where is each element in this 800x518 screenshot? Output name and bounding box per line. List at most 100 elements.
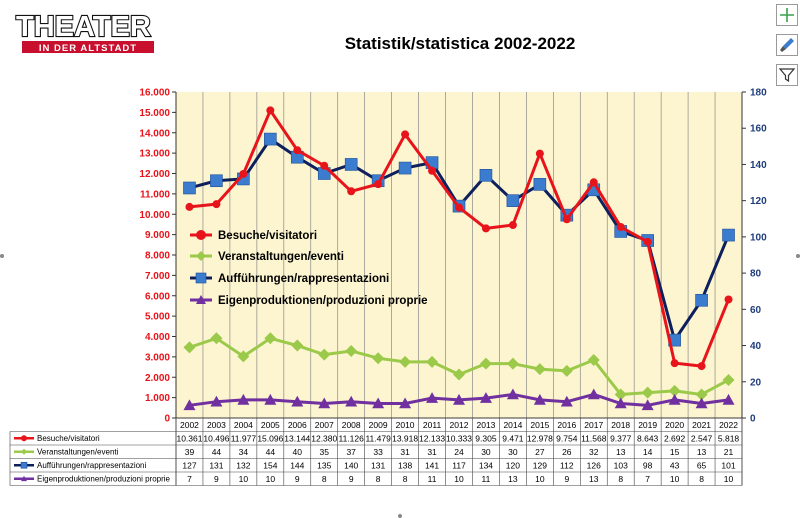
table-cell: 126 <box>587 461 601 471</box>
y-left-tick-label: 16.000 <box>139 88 170 99</box>
y-left-tick-label: 13.000 <box>139 149 170 160</box>
data-point <box>722 393 735 405</box>
table-cell: 39 <box>185 447 195 457</box>
chart-filter-button[interactable] <box>776 64 798 86</box>
y-left-tick-label: 7.000 <box>145 271 170 282</box>
resize-handle-left[interactable] <box>0 254 4 258</box>
chart-styles-button[interactable] <box>776 34 798 56</box>
y-left-tick-label: 11.000 <box>140 189 170 200</box>
data-point <box>697 362 706 371</box>
add-element-button[interactable] <box>776 4 798 26</box>
data-point <box>372 352 385 365</box>
data-point <box>560 395 573 407</box>
resize-handle-bottom[interactable] <box>398 514 402 518</box>
table-year-label: 2011 <box>423 420 442 430</box>
y-left-tick-label: 4.000 <box>145 332 170 343</box>
data-point <box>506 357 519 370</box>
y-left-tick-label: 15.000 <box>139 108 170 119</box>
logo-main-text: THEATER <box>16 11 151 43</box>
table-year-label: 2018 <box>611 420 630 430</box>
table-year-label: 2003 <box>207 420 226 430</box>
table-legend-marker <box>20 461 28 469</box>
table-cell: 141 <box>425 461 439 471</box>
table-cell: 24 <box>454 447 464 457</box>
table-cell: 15 <box>670 447 680 457</box>
table-cell: 27 <box>535 447 545 457</box>
table-cell: 13.918 <box>392 434 418 444</box>
table-cell: 12.978 <box>527 434 553 444</box>
table-cell: 144 <box>290 461 304 471</box>
table-cell: 9 <box>564 474 569 484</box>
data-point <box>508 221 517 230</box>
data-point <box>560 364 573 377</box>
data-point <box>533 393 546 405</box>
data-point <box>291 395 304 407</box>
table-cell: 15.096 <box>257 434 283 444</box>
theater-logo: THEATER IN DER ALTSTADT <box>15 10 154 54</box>
table-cell: 9.377 <box>610 434 632 444</box>
table-cell: 12.133 <box>419 434 445 444</box>
data-point <box>401 130 410 139</box>
data-point <box>616 222 625 231</box>
table-cell: 129 <box>533 461 547 471</box>
table-cell: 44 <box>212 447 222 457</box>
table-cell: 134 <box>479 461 493 471</box>
table-year-label: 2014 <box>503 420 522 430</box>
table-cell: 13 <box>697 447 707 457</box>
data-point <box>266 106 275 115</box>
table-cell: 2.692 <box>664 434 686 444</box>
table-cell: 35 <box>320 447 330 457</box>
table-cell: 31 <box>400 447 410 457</box>
y-right-tick-label: 180 <box>750 88 767 99</box>
table-cell: 12.380 <box>311 434 337 444</box>
plot-background <box>176 92 742 418</box>
table-cell: 40 <box>293 447 303 457</box>
table-cell: 8 <box>376 474 381 484</box>
data-point <box>183 341 196 354</box>
table-year-label: 2005 <box>261 420 280 430</box>
data-point <box>318 348 331 361</box>
table-cell: 120 <box>506 461 520 471</box>
series-0 <box>185 106 733 371</box>
table-cell: 131 <box>371 461 385 471</box>
table-year-label: 2017 <box>584 420 603 430</box>
table-cell: 10.333 <box>446 434 472 444</box>
logo-bar <box>22 41 154 53</box>
data-point <box>426 355 439 368</box>
data-point <box>533 178 547 191</box>
table-cell: 11.479 <box>365 434 391 444</box>
y-right-tick-label: 40 <box>750 341 762 352</box>
table-year-label: 2002 <box>180 420 199 430</box>
table-year-label: 2022 <box>719 420 738 430</box>
y-left-tick-label: 8.000 <box>145 251 170 262</box>
resize-handle-right[interactable] <box>796 254 800 258</box>
table-cell: 132 <box>236 461 250 471</box>
y-left-tick-label: 10.000 <box>139 210 170 221</box>
table-cell: 8 <box>403 474 408 484</box>
table-cell: 21 <box>724 447 734 457</box>
data-point <box>587 388 600 400</box>
y-left-tick-label: 5.000 <box>145 312 170 323</box>
data-point <box>291 339 304 352</box>
table-cell: 9 <box>349 474 354 484</box>
table-legend-marker <box>21 435 27 442</box>
table-year-label: 2006 <box>288 420 307 430</box>
table-year-label: 2013 <box>476 420 495 430</box>
data-point <box>264 332 277 345</box>
table-year-label: 2016 <box>557 420 576 430</box>
data-point <box>345 344 358 357</box>
data-point <box>724 295 733 304</box>
table-cell: 65 <box>697 461 707 471</box>
table-cell: 10 <box>724 474 734 484</box>
table-year-label: 2012 <box>450 420 469 430</box>
table-year-label: 2004 <box>234 420 253 430</box>
table-cell: 31 <box>427 447 437 457</box>
data-point <box>453 393 465 405</box>
table-cell: 44 <box>266 447 276 457</box>
table-cell: 11 <box>428 474 437 484</box>
data-point <box>212 200 221 209</box>
table-series-name: Besuche/visitatori <box>37 434 100 443</box>
legend-label: Eigenproduktionen/produzioni proprie <box>218 295 428 307</box>
data-point <box>453 368 465 381</box>
